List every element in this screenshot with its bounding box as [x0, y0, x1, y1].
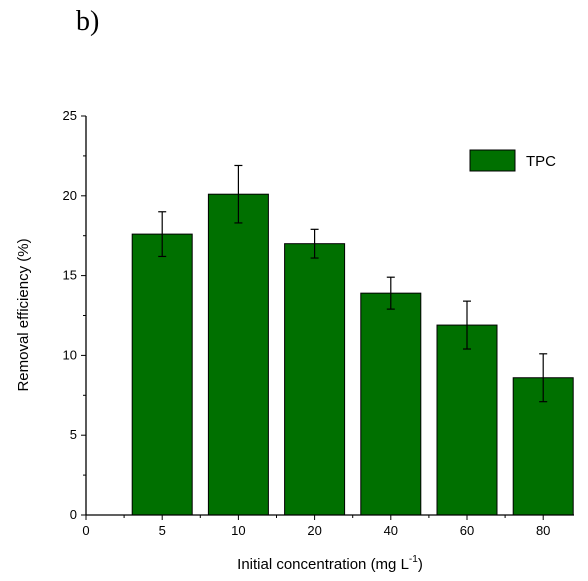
x-tick-label-80: 80 [536, 523, 550, 538]
bar-60 [436, 324, 498, 516]
legend-label: TPC [526, 153, 556, 170]
bar-80 [512, 377, 574, 516]
panel-label: b) [76, 6, 100, 37]
bar-20 [284, 243, 346, 516]
x-tick-label-20: 20 [307, 523, 321, 538]
x-tick-label-60: 60 [460, 523, 474, 538]
error-bars-group [158, 164, 548, 403]
y-axis-title: Removal efficiency (%) [15, 238, 32, 391]
bar-5 [131, 233, 193, 516]
y-tick-label-0: 0 [70, 507, 77, 522]
y-tick-label-25: 25 [63, 108, 77, 123]
x-tick-label-0: 0 [82, 523, 89, 538]
y-tick-label-10: 10 [63, 347, 77, 362]
y-ticks-group: 0 5 10 15 20 25 [63, 108, 86, 522]
bars-group [131, 193, 574, 516]
legend: TPC [469, 149, 556, 172]
x-tick-label-10: 10 [231, 523, 245, 538]
x-ticks-group: 0 5 10 20 40 60 80 [82, 515, 550, 538]
x-axis-title-suffix: ) [418, 556, 423, 573]
x-tick-label-40: 40 [384, 523, 398, 538]
x-axis-title-main: Initial concentration (mg L [237, 556, 409, 573]
y-tick-label-5: 5 [70, 427, 77, 442]
y-tick-label-20: 20 [63, 188, 77, 203]
x-axis-title-superscript: -1 [409, 554, 418, 565]
y-tick-label-15: 15 [63, 268, 77, 283]
bar-10 [207, 193, 269, 516]
bar-40 [360, 292, 422, 516]
legend-swatch [469, 149, 516, 172]
x-axis-title: Initial concentration (mg L-1) [237, 554, 423, 573]
x-tick-label-5: 5 [159, 523, 166, 538]
